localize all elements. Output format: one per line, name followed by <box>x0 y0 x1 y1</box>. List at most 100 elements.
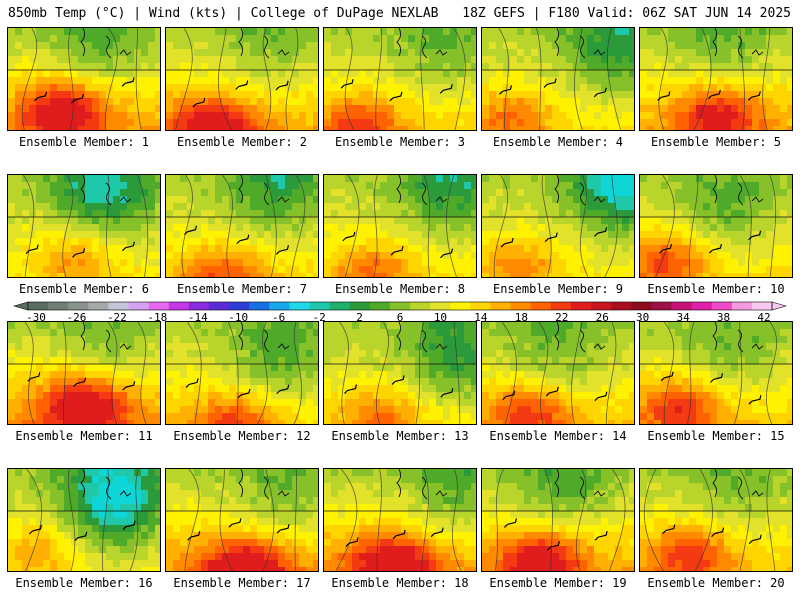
wind-barb <box>25 244 39 255</box>
wind-barb <box>275 80 289 91</box>
ensemble-member-panel <box>7 321 161 425</box>
ensemble-member-panel <box>7 174 161 278</box>
height-contour-line <box>375 28 383 130</box>
colorbar-segment <box>691 302 713 310</box>
wind-barb <box>72 248 86 258</box>
height-contour-line <box>219 469 234 571</box>
height-contour-line <box>107 322 118 424</box>
wind-barb <box>747 91 761 101</box>
height-contour-line <box>68 28 74 130</box>
wind-barb <box>121 241 135 252</box>
ensemble-member-caption: Ensemble Member: 14 <box>489 429 627 443</box>
height-contour-line <box>580 175 589 277</box>
colorbar-tick-label: -2 <box>312 311 325 322</box>
height-contour-line <box>293 322 303 424</box>
colorbar-tick-label: -18 <box>147 311 167 322</box>
ensemble-member-caption: Ensemble Member: 20 <box>647 576 785 590</box>
ensemble-member-caption: Ensemble Member: 19 <box>489 576 627 590</box>
wind-barb <box>34 91 48 102</box>
coastline <box>712 322 764 353</box>
colorbar-segment <box>570 302 592 310</box>
colorbar-segment <box>430 302 451 310</box>
ensemble-member-caption: Ensemble Member: 13 <box>331 429 469 443</box>
height-contour-line <box>541 175 552 277</box>
ensemble-member-caption: Ensemble Member: 6 <box>18 282 150 296</box>
height-contour-line <box>538 322 549 424</box>
height-contour-line <box>606 28 622 130</box>
height-contour-line <box>227 322 239 424</box>
ensemble-member-panel <box>7 468 161 572</box>
height-contour-line <box>137 322 147 424</box>
height-contour-line <box>174 28 193 130</box>
ensemble-member-caption: Ensemble Member: 12 <box>173 429 311 443</box>
wind-barb <box>27 372 41 382</box>
wind-barb <box>391 375 405 385</box>
height-contour-line <box>453 322 461 424</box>
ensemble-member-panel <box>323 468 477 572</box>
height-contour-line <box>694 469 713 571</box>
ensemble-member-panel <box>481 27 635 131</box>
wind-barb <box>657 91 671 101</box>
colorbar-segment <box>349 302 371 310</box>
colorbar-tick-label: 30 <box>636 311 649 322</box>
height-contour-line <box>687 322 695 424</box>
colorbar-segment <box>309 302 331 310</box>
coastline <box>554 28 606 59</box>
colorbar-segment <box>229 302 250 310</box>
colorbar-segment <box>168 302 190 310</box>
colorbar-max-arrow <box>771 301 788 311</box>
ensemble-member-panel <box>165 321 319 425</box>
ensemble-member-panel <box>323 321 477 425</box>
ensemble-member-panel <box>323 174 477 278</box>
height-contour-line <box>218 28 233 130</box>
height-contour-line <box>21 28 38 130</box>
height-contour-line <box>415 322 425 424</box>
coastline <box>396 322 448 353</box>
ensemble-member-panel <box>639 27 793 131</box>
wind-barb <box>430 527 444 538</box>
temperature-field-map <box>166 28 318 130</box>
temperature-field-map <box>482 322 634 424</box>
wind-barb <box>543 78 557 88</box>
wind-barb <box>185 378 199 388</box>
height-contour-line <box>23 175 35 277</box>
height-contour-line <box>344 175 360 277</box>
ensemble-member-caption: Ensemble Member: 8 <box>334 282 466 296</box>
height-contour-line <box>335 469 358 571</box>
ensemble-member-caption: Ensemble Member: 7 <box>176 282 308 296</box>
height-contour-line <box>262 28 272 130</box>
colorbar-segment <box>591 302 612 310</box>
ensemble-member-panel <box>639 321 793 425</box>
height-contour-line <box>339 322 349 424</box>
colorbar-segment <box>28 302 49 310</box>
colorbar-tick-label: 22 <box>555 311 568 322</box>
height-contour-line <box>106 175 112 277</box>
height-contour-line <box>290 175 306 277</box>
colorbar-tick-label: 34 <box>676 311 690 322</box>
temperature-field-map <box>166 175 318 277</box>
coastline <box>396 469 448 500</box>
ensemble-member-caption: Ensemble Member: 3 <box>334 135 466 149</box>
height-contour-line <box>655 175 675 277</box>
temperature-field-map <box>640 469 792 571</box>
wind-barb <box>392 529 406 540</box>
wind-barb <box>503 518 517 528</box>
ensemble-member-panel <box>639 468 793 572</box>
coastline <box>712 469 764 500</box>
wind-barb <box>345 537 359 547</box>
colorbar-segment <box>208 302 230 310</box>
temperature-colorbar: -30 -26 -22 -18 -14 -10 -6 -2 2 6 10 14 18 22 26 30 34 38… <box>12 301 788 322</box>
height-contour-line <box>262 469 275 571</box>
wind-barb <box>748 534 762 545</box>
wind-barb <box>276 384 290 395</box>
colorbar-min-arrow <box>12 301 29 311</box>
wind-barb <box>748 230 762 241</box>
wind-barb <box>389 91 403 102</box>
height-contour-line <box>693 28 712 130</box>
wind-barb <box>439 84 453 94</box>
wind-barb <box>236 234 250 245</box>
wind-barb <box>237 388 251 399</box>
colorbar-segment <box>128 302 150 310</box>
coastline <box>238 175 290 206</box>
temperature-field-map <box>8 469 160 571</box>
